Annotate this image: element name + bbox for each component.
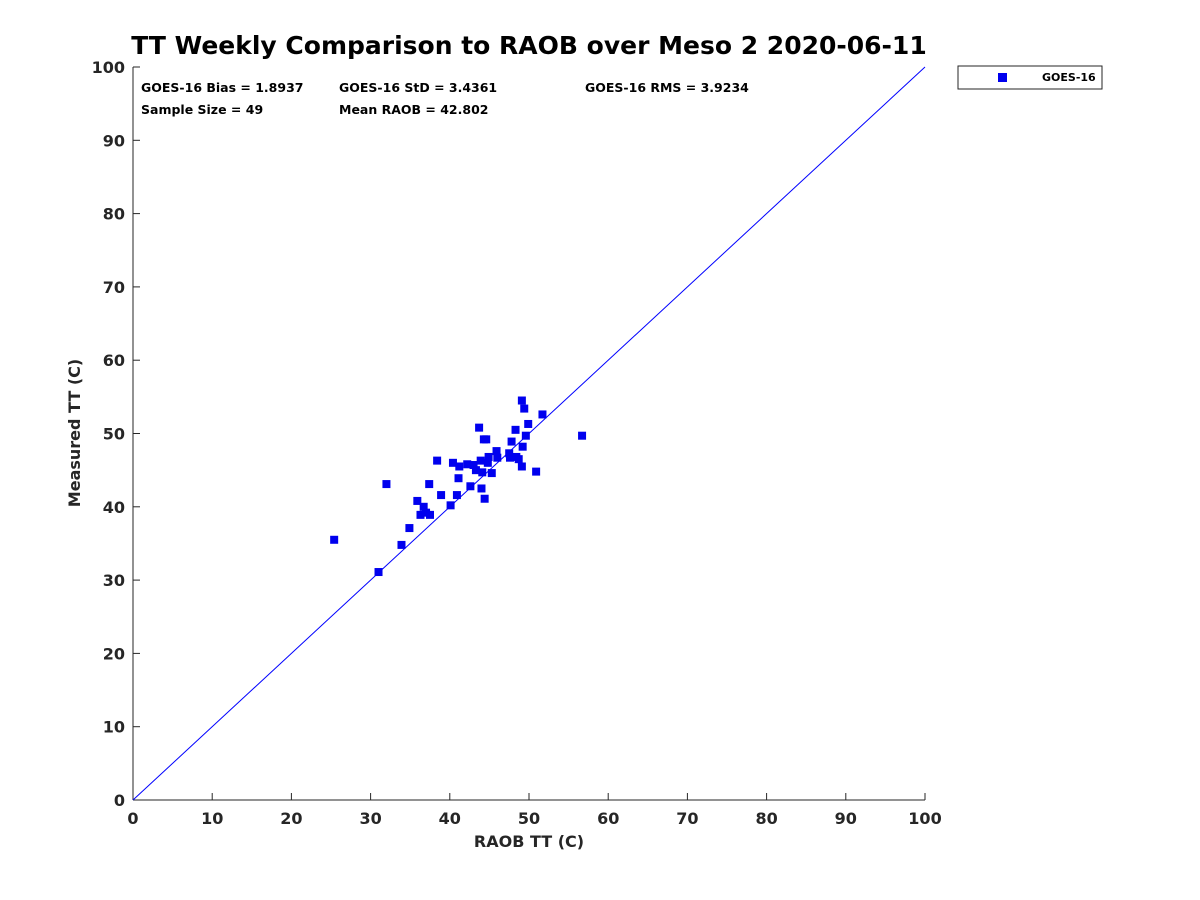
- x-tick-label: 10: [201, 809, 223, 828]
- sample-size-stat: Sample Size = 49: [141, 102, 263, 117]
- y-axis-ticks: 0 10 20 30 40 50 60 70 80 90 100: [92, 58, 140, 810]
- data-point: [454, 474, 463, 483]
- data-point: [405, 524, 414, 533]
- legend-box: [957, 65, 1103, 90]
- y-tick-label: 100: [92, 58, 125, 77]
- data-point: [514, 455, 523, 464]
- plot-area: 0 10 20 30 40 50 60 70 80 90 100 0 10 20 30 40 50 60 70 80…: [92, 58, 942, 828]
- data-point: [426, 510, 434, 519]
- x-tick-label: 70: [676, 809, 698, 828]
- data-point: [419, 502, 428, 511]
- x-tick-label: 60: [597, 809, 619, 828]
- data-point: [469, 461, 478, 470]
- x-tick-label: 40: [439, 809, 461, 828]
- data-point: [475, 423, 484, 432]
- data-point: [446, 501, 455, 510]
- data-point: [471, 466, 480, 475]
- data-point: [492, 447, 501, 456]
- x-tick-label: 80: [755, 809, 777, 828]
- legend-marker-goes16: [998, 73, 1007, 82]
- data-point: [477, 484, 486, 493]
- x-tick-label: 50: [518, 809, 540, 828]
- data-point: [330, 535, 339, 544]
- x-tick-label: 20: [280, 809, 302, 828]
- data-point: [448, 458, 457, 467]
- data-point: [480, 494, 489, 503]
- data-point: [517, 462, 526, 471]
- y-tick-label: 90: [103, 131, 125, 150]
- data-point: [437, 491, 446, 500]
- data-point: [505, 449, 514, 458]
- chart-title: TT Weekly Comparison to RAOB over Meso 2…: [131, 31, 926, 60]
- data-point: [483, 458, 492, 467]
- data-point: [507, 437, 516, 446]
- data-point: [425, 480, 434, 489]
- y-tick-label: 80: [103, 205, 125, 224]
- x-axis-ticks: 0 10 20 30 40 50 60 70 80 90 100: [127, 793, 942, 828]
- x-tick-label: 100: [908, 809, 941, 828]
- data-point: [493, 453, 502, 462]
- y-tick-label: 20: [103, 644, 125, 663]
- data-point: [433, 456, 442, 465]
- bias-stat: GOES-16 Bias = 1.8937: [141, 80, 303, 95]
- rms-stat: GOES-16 RMS = 3.9234: [585, 80, 749, 95]
- x-tick-label: 0: [127, 809, 138, 828]
- y-axis-label: Measured TT (C): [65, 359, 84, 507]
- data-point: [452, 491, 461, 500]
- y-tick-label: 60: [103, 351, 125, 370]
- statistics-annotations: GOES-16 Bias = 1.8937 GOES-16 StD = 3.43…: [141, 80, 749, 117]
- data-point: [476, 456, 485, 465]
- data-point: [521, 431, 530, 440]
- y-tick-label: 40: [103, 498, 125, 517]
- data-point: [538, 410, 547, 419]
- x-axis-label: RAOB TT (C): [474, 832, 584, 851]
- data-point: [413, 496, 422, 505]
- data-point: [482, 435, 491, 444]
- y-tick-label: 10: [103, 718, 125, 737]
- data-point: [487, 469, 496, 478]
- data-point: [374, 568, 383, 577]
- goes16-data-points: [330, 396, 587, 577]
- data-point: [455, 462, 464, 471]
- data-point: [532, 467, 541, 476]
- data-point: [520, 404, 529, 413]
- x-tick-label: 90: [835, 809, 857, 828]
- x-tick-label: 30: [359, 809, 381, 828]
- data-point: [484, 452, 493, 461]
- y-tick-label: 50: [103, 425, 125, 444]
- data-point: [466, 482, 475, 491]
- data-point: [505, 453, 514, 462]
- data-point: [524, 419, 533, 428]
- data-point: [397, 540, 406, 549]
- data-point: [416, 510, 425, 519]
- data-point: [517, 396, 526, 405]
- legend-label-goes16: GOES-16: [1042, 71, 1096, 84]
- legend: GOES-16: [957, 65, 1103, 90]
- data-point: [463, 460, 472, 469]
- data-point: [478, 468, 487, 477]
- data-point: [511, 425, 520, 434]
- data-point: [578, 431, 587, 440]
- y-tick-label: 30: [103, 571, 125, 590]
- data-point: [518, 442, 527, 451]
- y-tick-label: 70: [103, 278, 125, 297]
- data-point: [382, 480, 391, 489]
- mean-raob-stat: Mean RAOB = 42.802: [339, 102, 488, 117]
- y-tick-label: 0: [114, 791, 125, 810]
- std-stat: GOES-16 StD = 3.4361: [339, 80, 497, 95]
